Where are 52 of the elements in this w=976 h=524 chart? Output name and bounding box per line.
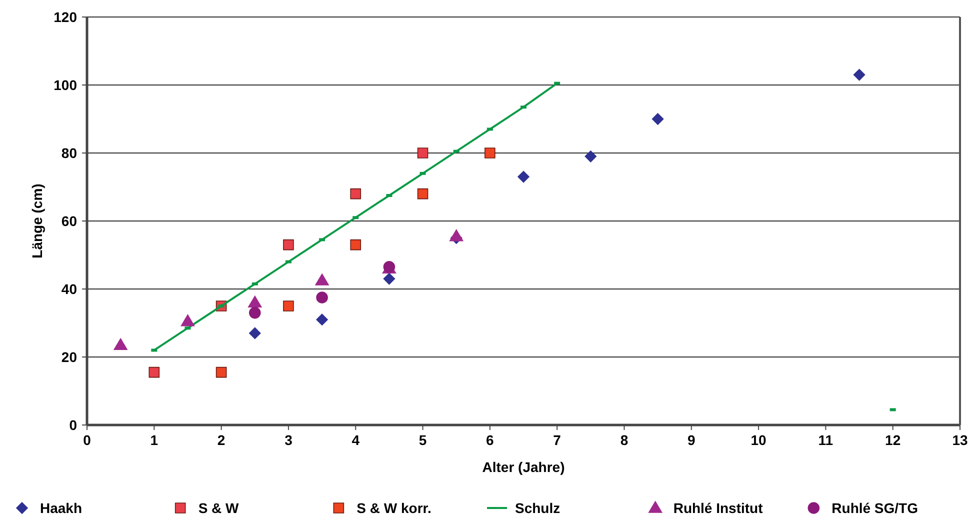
y-tick-label: 100 xyxy=(54,77,78,93)
legend-label: Ruhlé Institut xyxy=(673,500,764,516)
x-tick-label: 3 xyxy=(284,432,293,448)
y-tick-label: 80 xyxy=(61,145,78,161)
y-tick-label: 0 xyxy=(69,417,78,433)
point xyxy=(584,150,597,162)
point xyxy=(652,113,664,125)
y-tick-label: 40 xyxy=(61,281,78,297)
point xyxy=(248,296,262,308)
x-tick-label: 0 xyxy=(83,432,92,448)
y-tick-label: 20 xyxy=(61,349,78,365)
x-tick-label: 8 xyxy=(620,432,628,448)
x-tick-label: 12 xyxy=(885,432,901,448)
point xyxy=(248,306,261,319)
legend-label: S & W xyxy=(198,500,240,516)
x-tick-label: 7 xyxy=(553,432,562,448)
point xyxy=(283,239,294,250)
x-axis-title: Alter (Jahre) xyxy=(482,459,565,475)
point xyxy=(148,366,160,378)
point xyxy=(853,68,866,81)
y-tick-label: 60 xyxy=(61,213,78,229)
point xyxy=(449,229,464,242)
point xyxy=(283,300,294,312)
legend-label: Schulz xyxy=(515,500,560,516)
point xyxy=(180,314,195,326)
x-tick-label: 6 xyxy=(486,432,494,448)
point xyxy=(350,188,362,200)
point xyxy=(114,338,128,350)
point xyxy=(484,148,496,158)
point xyxy=(216,366,227,378)
x-tick-label: 4 xyxy=(352,432,360,448)
x-tick-label: 2 xyxy=(217,432,226,448)
point xyxy=(316,292,328,304)
point xyxy=(383,272,396,285)
x-tick-label: 9 xyxy=(687,432,696,448)
point xyxy=(350,239,362,250)
x-tick-label: 11 xyxy=(818,432,834,448)
x-tick-label: 13 xyxy=(952,432,968,448)
point xyxy=(417,148,428,158)
y-tick-label: 120 xyxy=(54,9,78,25)
x-tick-label: 10 xyxy=(750,432,767,448)
legend-label: Haakh xyxy=(40,500,82,516)
legend-label: S & W korr. xyxy=(356,500,432,516)
legend-label: Ruhlé SG/TG xyxy=(832,500,918,516)
point xyxy=(417,188,428,200)
point xyxy=(316,314,328,326)
point xyxy=(248,327,261,340)
point xyxy=(315,274,329,286)
x-tick-label: 1 xyxy=(150,432,158,448)
x-tick-label: 5 xyxy=(418,432,427,448)
y-axis-title: Länge (cm) xyxy=(29,184,45,258)
point xyxy=(518,170,530,183)
